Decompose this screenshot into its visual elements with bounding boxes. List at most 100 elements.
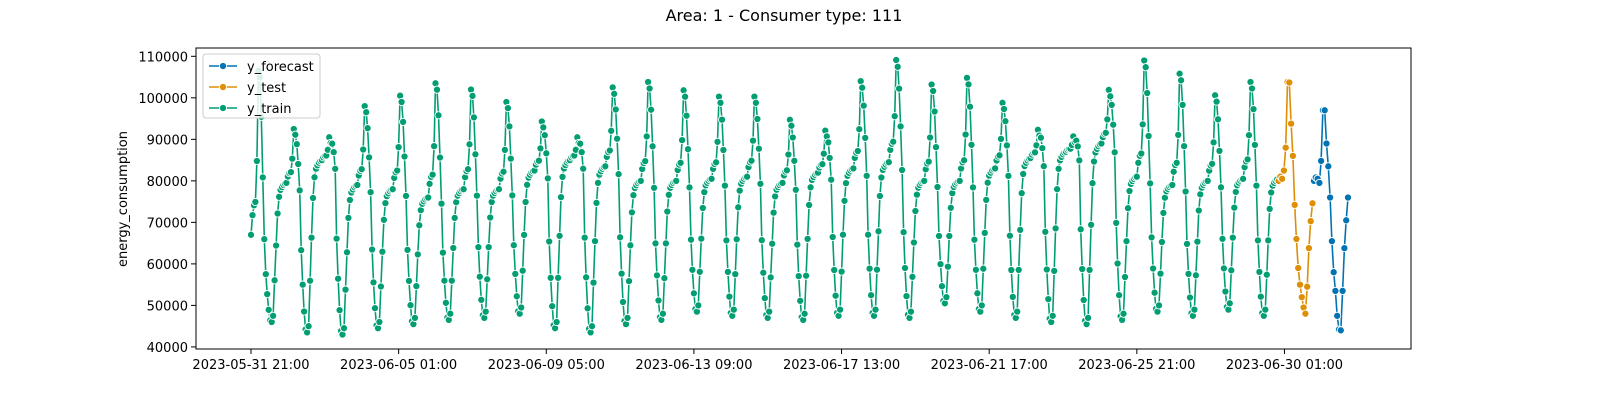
data-point: [1278, 174, 1287, 183]
data-point: [861, 133, 870, 142]
data-point: [1088, 179, 1097, 188]
data-point: [1279, 166, 1288, 175]
data-point: [468, 91, 477, 100]
series-y_train: [246, 55, 1282, 339]
data-point: [576, 139, 585, 148]
data-point: [484, 243, 493, 252]
data-point: [1322, 139, 1331, 148]
data-point: [328, 139, 337, 148]
data-point: [1125, 186, 1134, 196]
data-point: [412, 282, 421, 291]
data-point: [1255, 267, 1264, 276]
data-point: [379, 215, 388, 224]
data-point: [304, 322, 313, 331]
data-point: [260, 235, 269, 244]
data-point: [982, 195, 991, 204]
data-point: [1190, 305, 1199, 314]
data-point: [1209, 138, 1218, 147]
data-point: [263, 290, 272, 299]
data-point: [248, 211, 257, 220]
data-point: [681, 92, 690, 101]
data-point: [793, 240, 802, 249]
data-point: [483, 275, 492, 284]
data-point: [1215, 146, 1224, 155]
data-point: [1252, 181, 1261, 190]
data-point: [1106, 92, 1115, 101]
data-point: [929, 86, 938, 96]
legend-box: [202, 53, 321, 119]
data-point: [1109, 120, 1118, 129]
data-point: [927, 80, 936, 89]
data-point: [370, 304, 380, 313]
data-point: [716, 98, 725, 107]
data-point: [858, 83, 867, 92]
data-point: [1203, 176, 1212, 185]
data-point: [1208, 159, 1217, 168]
data-point: [623, 313, 632, 322]
data-point: [1230, 203, 1239, 212]
data-point: [791, 185, 800, 194]
data-point: [1178, 100, 1187, 109]
data-point: [1288, 151, 1297, 160]
data-point: [1076, 225, 1085, 234]
y-tick-label: 60000: [147, 258, 188, 273]
data-point: [359, 145, 368, 154]
data-point: [601, 162, 610, 171]
data-point: [397, 97, 406, 107]
data-point: [406, 301, 415, 310]
data-point: [955, 176, 964, 185]
data-point: [920, 176, 929, 185]
data-point: [363, 124, 372, 133]
data-point: [261, 270, 270, 279]
data-point: [968, 183, 978, 192]
data-point: [678, 136, 687, 145]
data-point: [472, 191, 481, 200]
data-point: [246, 230, 256, 239]
data-point: [270, 276, 279, 285]
data-point: [672, 176, 681, 185]
legend-label: y_forecast: [247, 60, 314, 75]
data-point: [589, 278, 598, 287]
data-point: [1219, 264, 1228, 273]
data-point: [654, 296, 663, 305]
data-point: [946, 203, 955, 212]
data-point: [465, 140, 474, 149]
data-point: [831, 291, 840, 300]
data-point: [503, 104, 512, 113]
data-point: [607, 126, 616, 135]
data-point: [1169, 167, 1178, 176]
data-point: [683, 145, 693, 154]
data-point: [459, 185, 468, 194]
data-point: [864, 230, 873, 239]
data-point: [931, 143, 941, 152]
y-tick-label: 90000: [147, 133, 188, 148]
data-point: [1087, 220, 1096, 229]
data-point: [499, 167, 508, 176]
legend-label: y_train: [247, 102, 291, 117]
data-point: [648, 142, 657, 151]
data-point: [592, 198, 601, 207]
data-point: [415, 221, 424, 230]
data-point: [297, 246, 306, 255]
data-point: [663, 207, 672, 216]
data-point: [626, 241, 635, 250]
legend-label: y_test: [247, 81, 286, 96]
data-point: [1038, 144, 1047, 153]
data-point: [1122, 237, 1131, 246]
data-point: [1016, 225, 1025, 234]
data-point: [828, 232, 837, 242]
y-tick-label: 100000: [138, 92, 188, 107]
data-point: [778, 178, 787, 187]
data-point: [558, 172, 567, 181]
y-tick-label: 80000: [147, 175, 188, 190]
data-point: [1154, 301, 1164, 310]
data-point: [800, 309, 809, 318]
data-point: [895, 84, 904, 93]
data-point: [617, 269, 626, 278]
data-point: [1005, 231, 1014, 240]
data-point: [471, 150, 480, 159]
x-tick-label: 2023-06-21 17:00: [931, 358, 1048, 373]
data-point: [300, 307, 309, 316]
data-point: [694, 301, 703, 310]
data-point: [838, 230, 848, 239]
